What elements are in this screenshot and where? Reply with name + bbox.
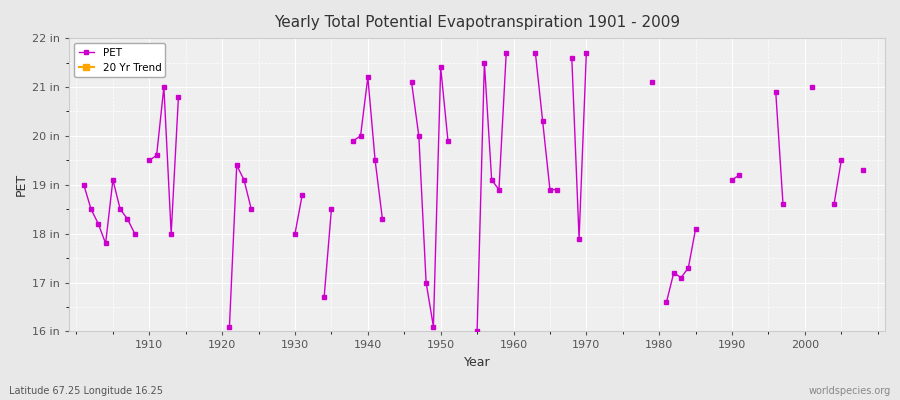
Title: Yearly Total Potential Evapotranspiration 1901 - 2009: Yearly Total Potential Evapotranspiratio… <box>274 15 680 30</box>
Text: worldspecies.org: worldspecies.org <box>809 386 891 396</box>
X-axis label: Year: Year <box>464 356 490 369</box>
Legend: PET, 20 Yr Trend: PET, 20 Yr Trend <box>75 43 166 77</box>
Y-axis label: PET: PET <box>15 173 28 196</box>
Text: Latitude 67.25 Longitude 16.25: Latitude 67.25 Longitude 16.25 <box>9 386 163 396</box>
Line: PET: PET <box>82 51 865 333</box>
PET <box>144 158 155 163</box>
PET <box>348 138 359 143</box>
PET <box>78 182 89 187</box>
